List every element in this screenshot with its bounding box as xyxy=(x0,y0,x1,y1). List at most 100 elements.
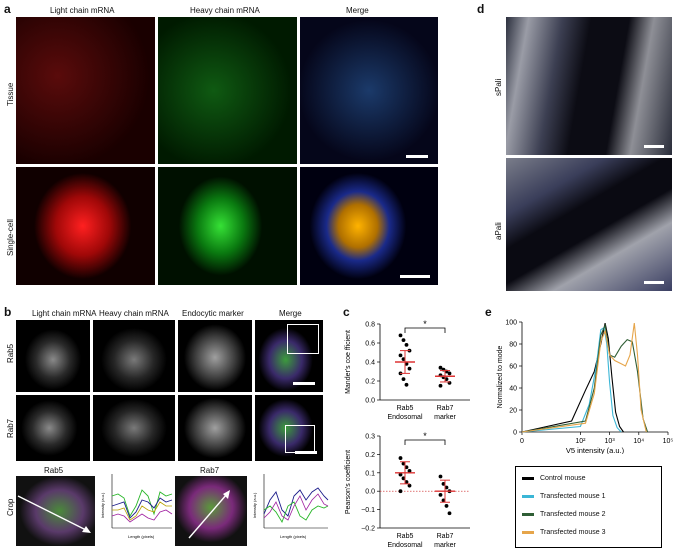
legend-label: Transfected mouse 3 xyxy=(540,529,606,536)
data-point xyxy=(444,485,449,490)
significance-star: * xyxy=(423,431,427,441)
b-rab7-light-image xyxy=(16,395,90,461)
legend-item: Transfected mouse 1 xyxy=(522,493,606,500)
b-col-heavy: Heavy chain mRNA xyxy=(99,309,169,318)
b-crop-rab7-image xyxy=(175,476,247,546)
legend-box: Control mouse Transfected mouse 1 Transf… xyxy=(515,466,662,548)
b-rab7-endo-image xyxy=(178,395,252,461)
data-point xyxy=(441,498,446,503)
data-point xyxy=(407,483,412,488)
legend-item: Control mouse xyxy=(522,475,586,482)
a-col-merge: Merge xyxy=(346,6,369,15)
data-point xyxy=(404,362,409,366)
y-axis-label: Mander's coe fficient xyxy=(345,330,352,394)
data-point xyxy=(444,504,449,508)
data-point xyxy=(404,343,409,347)
legend-swatch xyxy=(522,513,534,516)
legend-item: Transfected mouse 2 xyxy=(522,511,606,518)
scale-bar xyxy=(406,155,428,158)
a-row-tissue: Tissue xyxy=(6,82,15,106)
d-apali-image xyxy=(506,158,672,291)
b-rab7-heavy-image xyxy=(93,395,175,461)
data-point xyxy=(398,333,403,338)
data-point xyxy=(404,465,409,470)
y-tick-label: 40 xyxy=(509,386,517,393)
a-cell-merge-image xyxy=(300,167,438,285)
chart-histogram: 0 20 40 60 80 100 0 10² 10³ 10⁴ 10⁵ Normalized to m… xyxy=(497,320,674,455)
a-tissue-heavy-image xyxy=(158,17,297,164)
y-tick-label: 0 xyxy=(513,430,517,437)
a-col-light: Light chain mRNA xyxy=(50,6,115,15)
x-tick-label: 10⁵ xyxy=(663,438,674,445)
data-point xyxy=(398,353,403,358)
data-point xyxy=(398,456,403,460)
y-tick-label: 20 xyxy=(509,408,517,415)
y-tick-label: 0.2 xyxy=(365,452,375,459)
a-tissue-light-image xyxy=(16,17,155,164)
profile-ylabel: Intensity (a.u.) xyxy=(100,492,105,518)
data-point xyxy=(404,480,409,484)
legend-label: Control mouse xyxy=(540,475,586,482)
a-row-single: Single-cell xyxy=(6,219,15,256)
data-point xyxy=(441,481,446,486)
y-tick-label: 0.8 xyxy=(365,322,375,329)
scale-bar xyxy=(644,145,664,148)
x-axis-label: V5 intensity (a.u.) xyxy=(566,446,625,454)
x-category-label: Rab7 xyxy=(437,533,454,540)
scale-bar xyxy=(644,281,664,284)
a-col-heavy: Heavy chain mRNA xyxy=(190,6,260,15)
legend-item: Transfected mouse 3 xyxy=(522,529,606,536)
y-tick-label: 0.0 xyxy=(365,398,375,405)
x-category-label: Endosomal xyxy=(387,414,422,421)
panel-a-label: a xyxy=(4,2,11,16)
series-line xyxy=(521,323,647,433)
b-crop-rab5-image xyxy=(16,476,95,546)
legend-swatch xyxy=(522,495,534,498)
crop-box xyxy=(287,324,319,354)
data-point xyxy=(444,377,449,381)
a-cell-light-image xyxy=(16,167,155,285)
data-point xyxy=(447,371,452,376)
b-rab7-merge-image xyxy=(255,395,323,461)
x-tick-label: 0 xyxy=(520,438,524,445)
series-line xyxy=(521,326,622,433)
b-rab5-light-image xyxy=(16,320,90,392)
y-tick-label: 60 xyxy=(509,364,517,371)
x-tick-label: 10² xyxy=(575,438,586,445)
b-row-rab5: Rab5 xyxy=(6,343,15,363)
x-category-label: Rab7 xyxy=(437,405,454,412)
profile-xlabel: Length (pixels) xyxy=(280,534,307,539)
b-rab5-endo-image xyxy=(178,320,252,392)
scale-bar xyxy=(295,451,317,454)
d-row-spali: sPali xyxy=(494,78,503,96)
y-tick-label: 0.6 xyxy=(365,341,375,348)
legend-label: Transfected mouse 1 xyxy=(540,493,606,500)
b-rab5-heavy-image xyxy=(93,320,175,392)
data-point xyxy=(407,469,412,473)
crop-arrow xyxy=(188,490,230,539)
b-rab5-merge-image xyxy=(255,320,323,392)
profile-xlabel: Length (pixels) xyxy=(128,534,155,539)
y-axis-label: Normalized to mode xyxy=(497,346,504,409)
legend-label: Transfected mouse 2 xyxy=(540,511,606,518)
x-category-label: marker xyxy=(434,414,456,421)
y-tick-label: 0.0 xyxy=(365,489,375,496)
profile-ylabel: Intensity (a.u.) xyxy=(252,492,257,518)
b-col-endo: Endocytic marker xyxy=(182,309,244,318)
panel-e-label: e xyxy=(485,305,492,319)
y-tick-label: −0.1 xyxy=(361,507,375,514)
x-category-label: Rab5 xyxy=(397,533,414,540)
data-point xyxy=(438,474,443,479)
y-tick-label: 0.1 xyxy=(365,470,375,477)
data-point xyxy=(401,476,406,481)
data-point xyxy=(401,357,406,362)
significance-star: * xyxy=(423,319,427,329)
chart-pearsons: −0.2 −0.1 0.0 0.1 0.2 0.3 Pearson's coefficien… xyxy=(345,431,470,549)
panel-d-label: d xyxy=(477,2,485,16)
series-line xyxy=(521,323,649,433)
d-row-apali: aPali xyxy=(494,222,503,240)
panel-c-label: c xyxy=(343,305,350,319)
data-point xyxy=(401,338,406,343)
data-point xyxy=(438,492,443,497)
legend-swatch xyxy=(522,477,534,480)
